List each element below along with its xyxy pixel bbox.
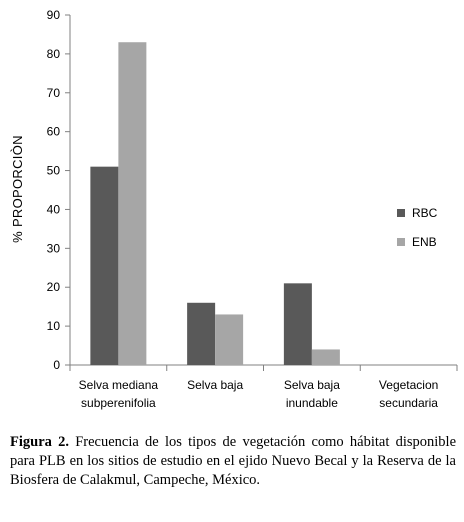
y-tick-label: 70 — [47, 86, 61, 100]
bar-enb — [311, 349, 340, 365]
bar-chart: 0 10 20 30 40 50 60 70 80 90 Selva mediana subpere… — [10, 8, 458, 410]
x-category-label-line: Vegetacion — [379, 378, 438, 392]
y-tick-label: 10 — [47, 319, 61, 333]
y-tick-label: 0 — [53, 358, 60, 372]
caption-label: Figura 2. — [10, 434, 69, 450]
bar-rbc — [90, 166, 119, 365]
y-tick-label: 80 — [47, 47, 61, 61]
legend-label-rbc: RBC — [412, 206, 438, 220]
y-axis-label: % PROPORCIÒN — [10, 135, 25, 243]
y-tick-label: 50 — [47, 164, 61, 178]
x-category-label-line: Selva baja — [187, 378, 243, 392]
x-category-label-line: Selva baja — [284, 378, 340, 392]
x-category-label-line: subperenifolia — [81, 396, 156, 410]
y-tick-label: 20 — [47, 280, 61, 294]
legend-swatch-enb — [397, 238, 405, 246]
x-category-label: Selva mediana subperenifolia — [79, 378, 159, 410]
bar-enb — [215, 314, 244, 365]
x-category-label: Selva baja inundable — [284, 378, 340, 410]
x-category-label-line: Selva mediana — [79, 378, 159, 392]
x-category-label-line: secundaria — [379, 396, 438, 410]
bar-rbc — [283, 283, 312, 365]
legend-label-enb: ENB — [412, 235, 437, 249]
bar-enb — [118, 42, 147, 365]
chart-legend: RBC ENB — [397, 206, 438, 249]
legend-swatch-rbc — [397, 209, 405, 217]
figure-caption: Figura 2. Frecuencia de los tipos de veg… — [10, 433, 456, 490]
y-tick-label: 30 — [47, 241, 61, 255]
chart-bars — [90, 42, 340, 365]
caption-text: Frecuencia de los tipos de vegetación co… — [10, 434, 457, 488]
y-tick-label: 90 — [47, 8, 61, 22]
y-axis-ticks: 0 10 20 30 40 50 60 70 80 90 — [47, 8, 70, 372]
x-category-label: Selva baja — [187, 378, 243, 392]
bar-rbc — [187, 302, 216, 365]
y-tick-label: 40 — [47, 202, 61, 216]
x-category-label: Vegetacion secundaria — [379, 378, 438, 410]
y-tick-label: 60 — [47, 125, 61, 139]
x-category-label-line: inundable — [286, 396, 338, 410]
